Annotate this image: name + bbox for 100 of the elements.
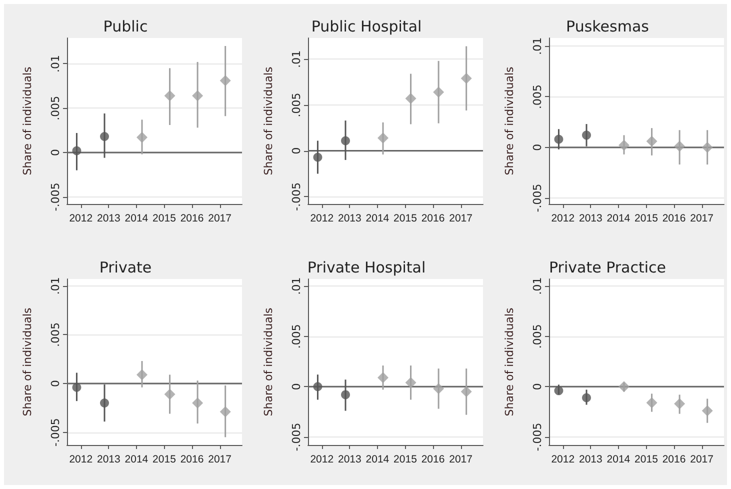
point [164, 388, 176, 400]
y-tick-label: .005 [531, 324, 544, 349]
x-tick-label: 2017 [208, 454, 232, 466]
x-tick-label: 2013 [96, 454, 121, 466]
y-tick-label: 0 [290, 147, 303, 154]
x-tick-label: 2017 [449, 454, 473, 466]
x-tick-label: 2015 [634, 212, 658, 224]
x-tick-label: 2016 [180, 454, 204, 466]
x-tick-label: 2015 [634, 454, 658, 466]
point [192, 398, 204, 409]
point [582, 130, 591, 140]
point [136, 132, 148, 143]
point [702, 142, 713, 153]
x-tick-label: 2012 [310, 454, 334, 466]
x-tick-label: 2013 [338, 454, 362, 466]
point [341, 390, 350, 400]
x-tick-label: 2015 [152, 212, 176, 224]
y-tick-label: .005 [531, 84, 544, 109]
point [433, 86, 444, 98]
point [100, 132, 109, 142]
chart-title: Public [103, 18, 148, 36]
point [378, 132, 388, 144]
y-tick-label: 0 [531, 383, 544, 390]
y-tick-label: .01 [531, 37, 544, 55]
point [674, 398, 686, 410]
x-tick-label: 2016 [662, 454, 686, 466]
x-tick-label: 2015 [152, 454, 176, 466]
x-tick-label: 2016 [180, 212, 204, 224]
point [313, 382, 322, 392]
point [405, 93, 416, 104]
y-axis-title: Share of individuals [262, 308, 275, 416]
point [136, 369, 148, 380]
x-tick-label: 2017 [208, 212, 232, 224]
point [618, 381, 630, 392]
x-tick-label: 2012 [69, 212, 93, 224]
x-tick-label: 2013 [96, 212, 121, 224]
y-axis-title: Share of individuals [503, 66, 516, 176]
x-tick-label: 2014 [606, 212, 630, 224]
y-axis-title: Share of individuals [262, 66, 275, 176]
point [554, 386, 564, 396]
y-tick-label: 0 [531, 144, 544, 151]
x-tick-label: 2017 [449, 212, 473, 224]
chart-title: Puskesmas [566, 18, 650, 36]
y-tick-label: .01 [290, 277, 303, 295]
x-tick-label: 2012 [69, 454, 93, 466]
x-tick-label: 2012 [310, 212, 334, 224]
x-tick-label: 2016 [421, 454, 445, 466]
x-tick-label: 2014 [124, 212, 148, 224]
chart-title: Private Hospital [307, 258, 426, 276]
x-tick-label: 2014 [124, 454, 148, 466]
chart-title: Public Hospital [311, 18, 422, 36]
x-tick-label: 2012 [551, 454, 575, 466]
y-tick-label: -.005 [531, 184, 544, 212]
point [192, 90, 204, 102]
y-tick-label: -.005 [49, 182, 62, 212]
point [313, 152, 322, 162]
x-tick-label: 2015 [394, 454, 418, 466]
point [460, 72, 472, 84]
x-tick-label: 2015 [394, 212, 418, 224]
y-axis-title: Share of individuals [21, 308, 34, 416]
x-tick-label: 2016 [421, 212, 445, 224]
y-tick-label: .01 [49, 277, 62, 295]
point [646, 136, 658, 147]
point [341, 136, 350, 146]
point [405, 377, 416, 388]
y-tick-label: -.005 [290, 182, 303, 211]
point [554, 134, 564, 144]
y-tick-label: 0 [49, 380, 62, 387]
x-tick-label: 2016 [662, 212, 686, 224]
point [100, 398, 109, 408]
y-axis-title: Share of individuals [503, 308, 516, 416]
chart-title: Private Practice [549, 258, 666, 276]
y-axis-title: Share of individuals [21, 66, 34, 176]
chart-title: Private [99, 258, 152, 276]
x-tick-label: 2012 [551, 212, 575, 224]
y-tick-label: -.005 [531, 422, 544, 452]
y-tick-label: 0 [290, 383, 303, 390]
point [582, 393, 591, 402]
y-tick-label: .005 [290, 324, 303, 349]
x-tick-label: 2013 [578, 212, 603, 224]
point [646, 397, 658, 408]
y-tick-label: .01 [49, 54, 62, 72]
point [702, 405, 713, 416]
point [618, 140, 630, 151]
y-tick-label: .005 [49, 96, 62, 120]
x-tick-label: 2017 [690, 454, 714, 466]
point [674, 140, 686, 152]
x-tick-label: 2013 [338, 212, 362, 224]
x-tick-label: 2017 [690, 212, 714, 224]
y-tick-label: .005 [290, 92, 303, 118]
point [220, 75, 231, 86]
x-tick-label: 2013 [578, 454, 603, 466]
x-tick-label: 2014 [606, 454, 630, 466]
y-tick-label: -.005 [49, 418, 62, 447]
y-tick-label: -.005 [290, 422, 303, 452]
point [433, 383, 444, 394]
point [220, 406, 231, 418]
point [72, 382, 82, 392]
point [164, 90, 176, 102]
point [378, 372, 388, 384]
